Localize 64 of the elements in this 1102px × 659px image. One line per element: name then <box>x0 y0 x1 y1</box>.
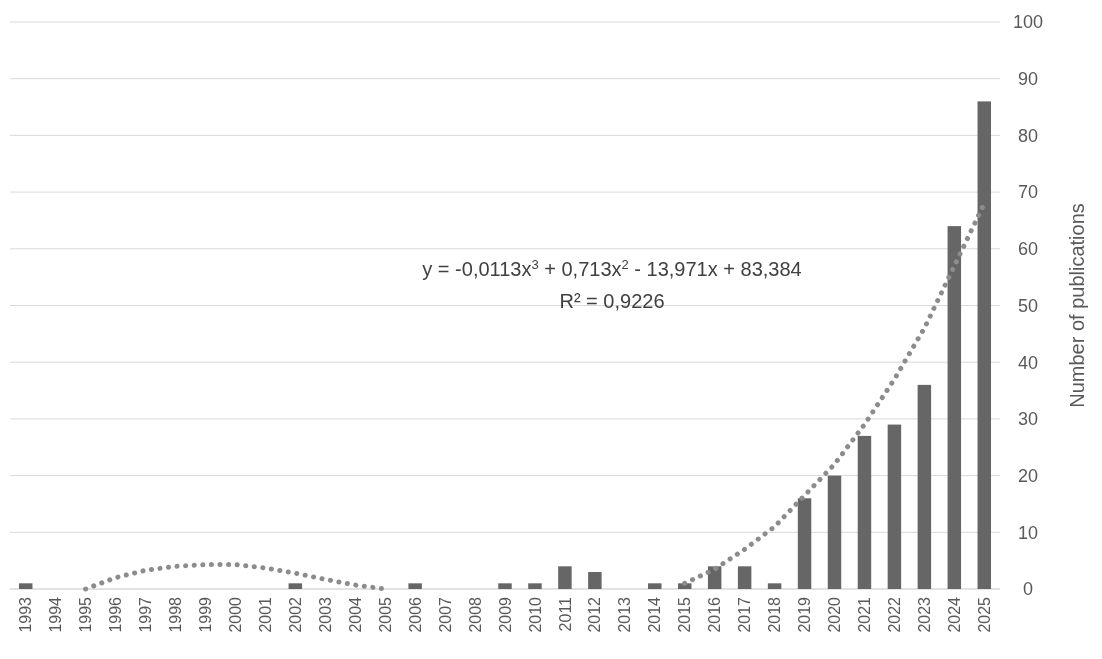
y-tick-label: 20 <box>1017 465 1039 486</box>
bar <box>648 583 662 589</box>
x-tick-label: 2020 <box>826 596 844 633</box>
y-tick-label: 30 <box>1017 409 1039 430</box>
x-tick-label: 2012 <box>586 596 604 633</box>
bar <box>498 583 512 589</box>
x-tick-label: 2008 <box>466 596 484 633</box>
bar <box>558 566 572 589</box>
x-tick-label: 2010 <box>526 596 544 633</box>
x-tick-label: 1999 <box>197 596 215 633</box>
bar <box>588 571 602 589</box>
annotation: y = -0,0113x$^{3}$ + 0,713x$^{2}$ - 13,971x + 83,384 <box>422 256 802 280</box>
bar <box>917 384 932 589</box>
x-tick-label: 2003 <box>316 596 334 633</box>
annotation: R² = 0,9226 <box>559 290 665 312</box>
bar <box>767 583 782 589</box>
bar <box>827 475 842 589</box>
x-tick-label: 2025 <box>975 596 993 633</box>
bar <box>947 226 962 589</box>
bar <box>18 583 33 589</box>
bar <box>737 566 752 589</box>
x-tick-label: 2011 <box>556 596 574 632</box>
bar <box>977 101 992 589</box>
y-tick-label: 10 <box>1017 522 1039 543</box>
y-tick-label: 70 <box>1017 182 1039 203</box>
y-tick-label: 50 <box>1017 295 1039 316</box>
y-tick-label: 0 <box>1022 579 1034 600</box>
x-tick-label: 2017 <box>736 596 754 633</box>
x-tick-label: 1994 <box>47 596 65 633</box>
x-tick-label: 1995 <box>77 596 95 633</box>
x-tick-label: 2015 <box>676 596 694 633</box>
x-tick-label: 2004 <box>346 596 364 633</box>
x-tick-label: 2013 <box>616 596 634 633</box>
y-tick-label: 60 <box>1017 239 1039 260</box>
x-tick-label: 2022 <box>886 596 904 633</box>
bar <box>408 583 422 589</box>
bar <box>288 583 303 589</box>
x-tick-label: 2019 <box>796 596 814 633</box>
x-tick-label: 2021 <box>856 596 874 633</box>
bar <box>887 424 902 589</box>
x-tick-label: 2000 <box>227 596 245 633</box>
x-tick-label: 2006 <box>406 596 424 633</box>
y-tick-label: 80 <box>1017 125 1039 146</box>
x-tick-label: 1996 <box>107 596 125 633</box>
x-tick-label: 1993 <box>17 596 35 633</box>
y-axis-title: Number of publications <box>1066 203 1088 408</box>
y-tick-label: 40 <box>1017 352 1039 373</box>
x-tick-label: 2005 <box>376 596 394 633</box>
x-tick-label: 1997 <box>137 596 155 633</box>
x-tick-label: 1998 <box>167 596 185 633</box>
x-tick-label: 2024 <box>945 596 963 633</box>
y-tick-label: 100 <box>1012 12 1044 33</box>
x-tick-label: 2018 <box>766 596 784 633</box>
bar <box>797 498 812 589</box>
bar <box>857 435 872 589</box>
x-tick-label: 2007 <box>436 596 454 633</box>
y-tick-label: 90 <box>1017 69 1039 89</box>
x-tick-label: 2002 <box>286 596 304 633</box>
x-tick-label: 2001 <box>256 596 274 633</box>
x-tick-label: 2016 <box>706 596 724 633</box>
x-tick-label: 2023 <box>915 596 933 633</box>
x-tick-label: 2009 <box>496 596 514 633</box>
bar <box>528 583 542 589</box>
x-tick-label: 2014 <box>646 596 664 633</box>
